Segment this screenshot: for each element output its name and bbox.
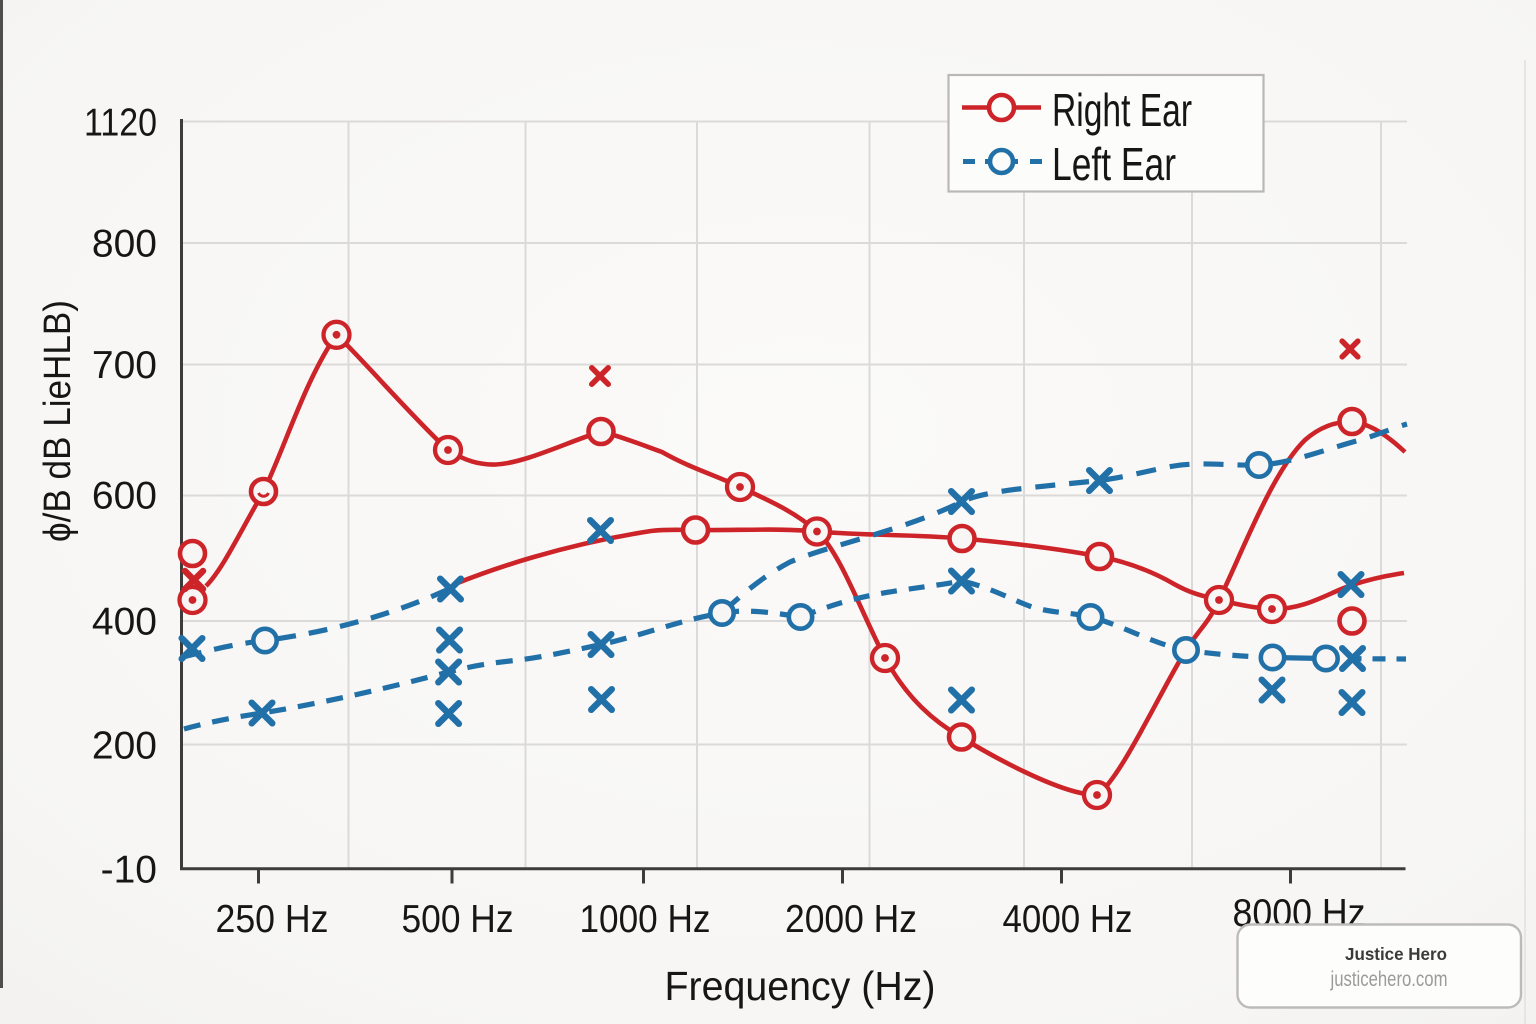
svg-text:1000 Hz: 1000 Hz [580,898,711,941]
svg-text:800: 800 [92,223,157,266]
svg-text:Left Ear: Left Ear [1052,138,1176,190]
svg-text:250 Hz: 250 Hz [216,898,329,941]
svg-text:200: 200 [92,725,157,768]
svg-text:400: 400 [92,601,157,644]
svg-text:1120: 1120 [84,102,157,145]
svg-text:2000 Hz: 2000 Hz [785,898,917,941]
svg-text:justicehero.com: justicehero.com [1330,968,1448,991]
svg-text:Right Ear: Right Ear [1052,84,1192,136]
svg-text:500 Hz: 500 Hz [402,898,514,941]
svg-text:4000 Hz: 4000 Hz [1003,898,1133,941]
svg-text:600: 600 [92,475,157,518]
svg-text:ϕ/B dB LieHLB): ϕ/B dB LieHLB) [37,300,79,542]
svg-text:Justice Hero: Justice Hero [1345,944,1447,964]
svg-text:Frequency (Hz): Frequency (Hz) [665,963,936,1009]
svg-text:700: 700 [92,344,157,387]
svg-text:-10: -10 [101,849,157,892]
